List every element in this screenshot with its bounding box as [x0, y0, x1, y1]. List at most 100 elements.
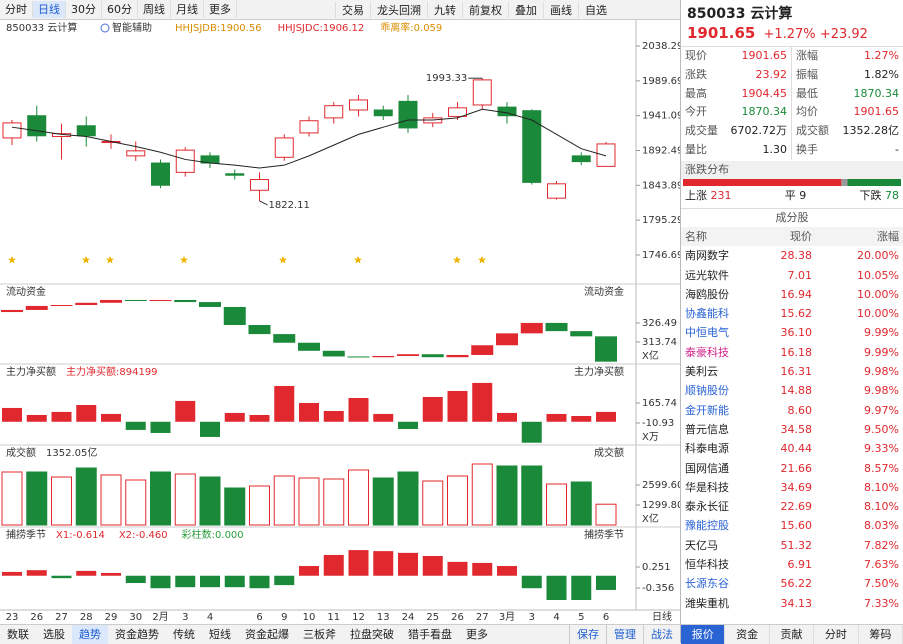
constituent-row[interactable]: 恒华科技 6.91 7.63% [681, 555, 903, 574]
period-tab[interactable]: 30分 [66, 1, 102, 18]
quote-tab[interactable]: 贡献 [770, 625, 815, 644]
flow-bar [347, 356, 370, 358]
constituent-row[interactable]: 泰豪科技 16.18 9.99% [681, 343, 903, 362]
constituent-row[interactable]: 顺钠股份 14.88 9.98% [681, 381, 903, 400]
stat-value: 1.82% [864, 67, 899, 81]
constituent-row[interactable]: 金开新能 8.60 9.97% [681, 401, 903, 420]
volume-bar [570, 481, 592, 526]
panel-indicator: X2:-0.460 [119, 530, 168, 541]
x-tick-label: 11 [327, 612, 340, 623]
bottom-tab[interactable]: 资金趋势 [115, 628, 159, 641]
stock-change: 9.50% [864, 422, 899, 436]
stat-value: 1904.45 [741, 86, 788, 100]
bottom-tab[interactable]: 趋势 [72, 625, 108, 644]
tool-button[interactable]: 画线 [543, 1, 578, 18]
panel-right-title: 流动资金 [584, 285, 624, 298]
constituent-row[interactable]: 普元信息 34.58 9.50% [681, 420, 903, 439]
histogram-bar [596, 575, 616, 590]
period-tab[interactable]: 更多 [204, 1, 237, 18]
period-tab[interactable]: 日线 [33, 1, 66, 18]
constituent-row[interactable]: 中恒电气 36.10 9.99% [681, 323, 903, 342]
flow-bar [273, 334, 296, 343]
x-tick-label: 3 [529, 612, 535, 623]
bottom-tab[interactable]: 传统 [173, 628, 195, 641]
stock-change: 8.10% [864, 480, 899, 494]
flow-bar [298, 342, 320, 351]
period-tab[interactable]: 分时 [0, 1, 33, 18]
histogram-bar [101, 413, 121, 422]
flow-bar [50, 305, 73, 307]
distribution-bar [683, 179, 901, 186]
tool-button[interactable]: 叠加 [508, 1, 543, 18]
candle-body [472, 79, 492, 106]
period-tab[interactable]: 周线 [138, 1, 171, 18]
bottom-action[interactable]: 管理 [606, 625, 643, 644]
stats-cell: 成交量 6702.72万 [681, 122, 792, 141]
stock-name: 远光软件 [685, 268, 729, 282]
bottom-action[interactable]: 战法 [643, 625, 680, 644]
constituent-row[interactable]: 科泰电源 40.44 9.33% [681, 439, 903, 458]
period-tab[interactable]: 60分 [102, 1, 138, 18]
bottom-tab[interactable]: 短线 [209, 628, 231, 641]
flow-bar [25, 305, 48, 310]
stats-cell: 换手 - [792, 141, 903, 160]
volume-bar [26, 471, 48, 526]
bottom-tab[interactable]: 猎手看盘 [408, 628, 452, 641]
tool-button[interactable]: 前复权 [462, 1, 508, 18]
histogram-bar [323, 411, 344, 422]
bottom-tab[interactable]: 三板斧 [303, 628, 336, 641]
histogram-bar [299, 402, 319, 422]
stock-price: 34.13 [780, 596, 813, 610]
histogram-bar [249, 414, 270, 422]
stock-change: 20.00% [857, 249, 899, 263]
constituent-row[interactable]: 泰永长征 22.69 8.10% [681, 497, 903, 516]
constituent-row[interactable]: 协鑫能科 15.62 10.00% [681, 304, 903, 323]
quote-tab[interactable]: 报价 [681, 625, 726, 644]
flow-bar [520, 322, 543, 334]
quote-tab[interactable]: 分时 [814, 625, 859, 644]
price-row: 1901.65 +1.27% +23.92 [687, 24, 868, 42]
bottom-tab[interactable]: 选股 [43, 628, 65, 641]
bottom-tab[interactable]: 数联 [7, 628, 29, 641]
x-tick-label: 4 [553, 612, 559, 623]
tool-button[interactable]: 自选 [578, 1, 613, 18]
tool-button[interactable]: 交易 [335, 1, 370, 18]
signal-stars [8, 256, 486, 264]
stats-cell: 成交额 1352.28亿 [792, 122, 903, 141]
stock-change: 9.99% [864, 345, 899, 359]
tool-button[interactable]: 龙头回溯 [370, 1, 427, 18]
candle-body [250, 179, 269, 191]
stat-value: 1.30 [762, 142, 788, 156]
constituent-row[interactable]: 豫能控股 15.60 8.03% [681, 516, 903, 535]
constituent-row[interactable]: 潍柴重机 34.13 7.33% [681, 594, 903, 613]
constituent-row[interactable]: 美利云 16.31 9.98% [681, 362, 903, 381]
constituent-row[interactable]: 南网数字 28.38 20.00% [681, 246, 903, 265]
y-tick-label: 165.74 [642, 398, 677, 409]
flow-bar [595, 336, 617, 362]
constituent-row[interactable]: 华是科技 34.69 8.10% [681, 478, 903, 497]
bottom-tab[interactable]: 资金起爆 [245, 628, 289, 641]
tool-button[interactable]: 九转 [427, 1, 462, 18]
constituent-row[interactable]: 海鸥股份 16.94 10.00% [681, 285, 903, 304]
histogram-bar [125, 575, 146, 584]
flat-label: 平 [784, 189, 796, 202]
histogram-bar [521, 575, 542, 589]
period-tab[interactable]: 月线 [171, 1, 204, 18]
bottom-action[interactable]: 保存 [569, 625, 606, 644]
distribution-up [683, 179, 842, 186]
quote-tab[interactable]: 筹码 [859, 625, 903, 644]
bottom-tab[interactable]: 更多 [466, 628, 488, 641]
bottom-tab[interactable]: 拉盘突破 [350, 628, 394, 641]
stock-price: 22.69 [780, 500, 813, 514]
quote-tab[interactable]: 资金 [725, 625, 770, 644]
stock-change: 7.63% [864, 558, 899, 572]
constituent-row[interactable]: 远光软件 7.01 10.05% [681, 266, 903, 285]
stock-change: 8.57% [864, 461, 899, 475]
constituent-row[interactable]: 天亿马 51.32 7.82% [681, 536, 903, 555]
panel-indicator: 彩柱数:0.000 [182, 528, 244, 541]
stat-label: 今开 [685, 105, 707, 119]
panel-title: 流动资金 [6, 285, 46, 298]
stat-value: 1352.28亿 [842, 124, 900, 138]
constituent-row[interactable]: 长源东谷 56.22 7.50% [681, 574, 903, 593]
constituent-row[interactable]: 国网信通 21.66 8.57% [681, 459, 903, 478]
